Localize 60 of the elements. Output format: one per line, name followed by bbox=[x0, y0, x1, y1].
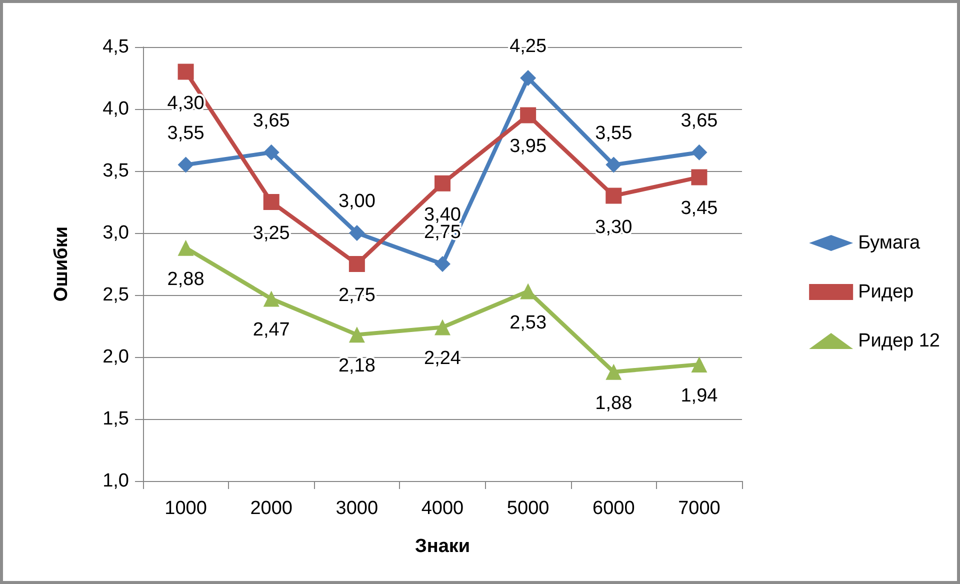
y-tick-label: 4,0 bbox=[102, 98, 129, 120]
point bbox=[606, 156, 622, 173]
data-label: 2,75 bbox=[338, 285, 376, 306]
point bbox=[178, 156, 194, 173]
y-tick-label: 2,0 bbox=[102, 346, 129, 368]
x-tick-label: 1000 bbox=[164, 498, 207, 519]
data-label: 3,55 bbox=[167, 122, 204, 144]
legend-label: Бумага bbox=[858, 232, 921, 254]
point bbox=[434, 256, 450, 272]
y-tick-label: 2,5 bbox=[102, 284, 129, 306]
data-label: 2,53 bbox=[510, 312, 547, 334]
point bbox=[263, 290, 280, 307]
data-label: 3,65 bbox=[680, 110, 718, 132]
data-label: 2,18 bbox=[338, 356, 376, 377]
point bbox=[434, 175, 450, 192]
data-label: 3,30 bbox=[595, 216, 632, 238]
x-tick-label: 7000 bbox=[678, 498, 720, 519]
data-label: 1,88 bbox=[595, 392, 632, 414]
point bbox=[606, 364, 622, 380]
data-label: 2,24 bbox=[424, 348, 462, 370]
point bbox=[348, 326, 365, 343]
data-label: 2,47 bbox=[252, 320, 290, 341]
point bbox=[178, 64, 194, 80]
point bbox=[691, 169, 708, 186]
y-tick-label: 1,0 bbox=[102, 470, 129, 492]
point bbox=[348, 256, 365, 272]
data-label: 3,55 bbox=[595, 122, 632, 144]
data-label: 3,25 bbox=[252, 223, 290, 244]
x-tick-label: 6000 bbox=[592, 498, 635, 519]
x-tick-label: 2000 bbox=[250, 498, 292, 519]
x-tick-label: 5000 bbox=[506, 498, 550, 519]
point bbox=[520, 107, 536, 124]
data-label: 3,65 bbox=[252, 110, 290, 132]
data-label: 3,95 bbox=[510, 136, 547, 158]
point bbox=[263, 144, 280, 160]
point bbox=[434, 319, 450, 336]
legend-label: Ридер bbox=[858, 282, 914, 302]
y-axis-title: Ошибки bbox=[51, 226, 72, 302]
point bbox=[348, 225, 365, 241]
data-label: 3,45 bbox=[680, 198, 718, 220]
x-tick-label: 4000 bbox=[421, 498, 464, 519]
point bbox=[691, 356, 708, 372]
y-tick-label: 3,0 bbox=[102, 222, 129, 244]
y-tick-label: 1,5 bbox=[102, 408, 129, 430]
data-label: 3,40 bbox=[424, 204, 461, 226]
data-label: 1,94 bbox=[680, 385, 718, 406]
y-tick-label: 4,5 bbox=[102, 36, 129, 58]
x-axis-title: Знаки bbox=[414, 536, 470, 557]
data-label: 2,88 bbox=[167, 268, 204, 290]
legend-label: Ридер 12 bbox=[858, 330, 940, 352]
point bbox=[520, 70, 536, 86]
x-tick-label: 3000 bbox=[336, 498, 378, 519]
data-label: 4,30 bbox=[167, 92, 204, 114]
data-label: 4,25 bbox=[510, 36, 547, 57]
point bbox=[606, 188, 622, 204]
point bbox=[691, 144, 708, 160]
point bbox=[178, 240, 194, 256]
y-tick-label: 3,5 bbox=[102, 160, 129, 182]
data-label: 3,00 bbox=[338, 191, 376, 212]
point bbox=[263, 194, 280, 210]
